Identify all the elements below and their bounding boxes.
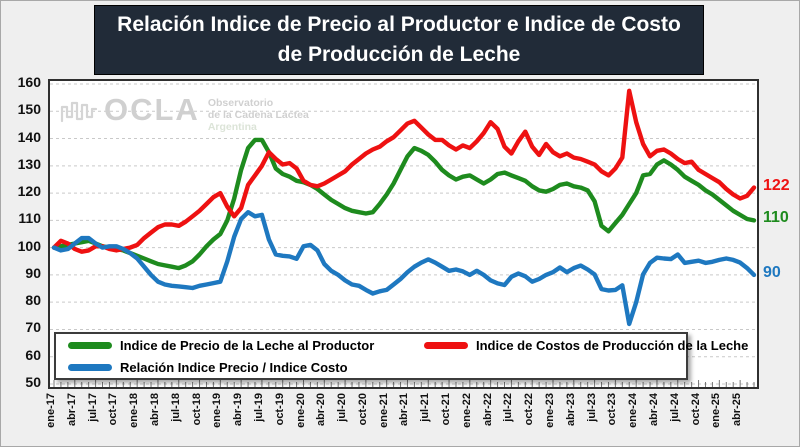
x-tick-label: abr-25 <box>731 393 744 427</box>
x-tick-label: ene-25 <box>710 393 723 428</box>
y-tick-label: 60 <box>25 346 41 363</box>
x-tick-label: oct-17 <box>107 393 120 426</box>
y-tick-label: 130 <box>17 155 41 172</box>
x-tick-label: oct-24 <box>689 393 702 426</box>
y-tick-label: 160 <box>17 74 41 90</box>
line-chart-canvas <box>50 83 757 387</box>
legend-item: Relación Indice Precio / Indice Costo <box>68 360 424 375</box>
x-tick-label: oct-23 <box>606 393 619 426</box>
series-end-value: 122 <box>763 176 790 194</box>
x-tick-label: abr-17 <box>65 393 78 427</box>
chart-title-line1: Relación Indice de Precio al Productor e… <box>117 13 681 36</box>
legend-label: Indice de Precio de la Leche al Producto… <box>120 337 375 353</box>
series-line-1 <box>51 88 757 254</box>
chart-legend: Indice de Precio de la Leche al Producto… <box>54 332 748 380</box>
x-tick-label: oct-20 <box>356 393 369 426</box>
x-tick-label: oct-18 <box>190 393 203 426</box>
chart-title: Relación Indice de Precio al Productor e… <box>94 5 704 75</box>
series-line-0 <box>51 137 757 271</box>
series-line-2 <box>51 209 757 327</box>
x-tick-label: abr-23 <box>564 393 577 427</box>
x-tick-label: jul-24 <box>668 393 681 422</box>
y-tick-label: 110 <box>18 210 41 227</box>
legend-swatch <box>68 363 112 371</box>
x-tick-label: ene-17 <box>45 393 57 428</box>
legend-label: Indice de Costos de Producción de la Lec… <box>476 337 749 353</box>
legend-swatch <box>68 341 112 349</box>
legend-swatch <box>424 341 468 349</box>
series-end-value: 110 <box>763 209 789 227</box>
x-tick-label: ene-21 <box>377 393 390 428</box>
legend-item: Indice de Precio de la Leche al Producto… <box>68 338 424 353</box>
chart-title-line2: de Producción de Leche <box>277 43 521 66</box>
y-tick-label: 70 <box>25 319 41 336</box>
x-tick-label: jul-17 <box>86 393 99 422</box>
y-tick-label: 140 <box>17 128 41 145</box>
x-tick-label: ene-20 <box>294 393 307 428</box>
plot-area: OCLA Observatorio de la Cadena Láctea Ar… <box>48 79 759 389</box>
legend-item: Indice de Costos de Producción de la Lec… <box>424 338 748 353</box>
y-tick-label: 150 <box>17 101 41 118</box>
y-tick-label: 80 <box>25 292 41 309</box>
x-tick-label: ene-23 <box>544 393 556 428</box>
x-tick-label: abr-19 <box>232 393 245 427</box>
x-tick-label: jul-18 <box>169 393 182 422</box>
x-tick-label: abr-21 <box>398 393 411 427</box>
x-tick-label: jul-22 <box>502 393 515 422</box>
x-tick-label: ene-24 <box>627 393 640 428</box>
x-tick-label: jul-19 <box>252 393 265 422</box>
y-tick-label: 100 <box>17 237 41 254</box>
series-end-value: 90 <box>763 263 781 281</box>
y-tick-label: 90 <box>25 264 41 281</box>
legend-label: Relación Indice Precio / Indice Costo <box>120 359 348 375</box>
x-tick-label: oct-21 <box>440 393 453 426</box>
x-tick-label: abr-22 <box>481 393 494 427</box>
x-tick-label: abr-24 <box>647 393 660 427</box>
x-tick-label: ene-22 <box>460 393 473 428</box>
x-tick-label: oct-22 <box>523 393 536 426</box>
x-tick-label: abr-20 <box>315 393 328 427</box>
x-tick-label: ene-18 <box>128 393 141 428</box>
x-tick-label: oct-19 <box>273 393 286 426</box>
x-tick-label: abr-18 <box>148 393 161 427</box>
y-tick-label: 120 <box>17 183 41 200</box>
x-tick-label: jul-23 <box>585 393 598 422</box>
x-tick-label: jul-20 <box>336 393 349 422</box>
y-tick-label: 50 <box>25 374 41 390</box>
x-tick-label: ene-19 <box>211 393 224 428</box>
x-tick-label: jul-21 <box>419 393 432 422</box>
